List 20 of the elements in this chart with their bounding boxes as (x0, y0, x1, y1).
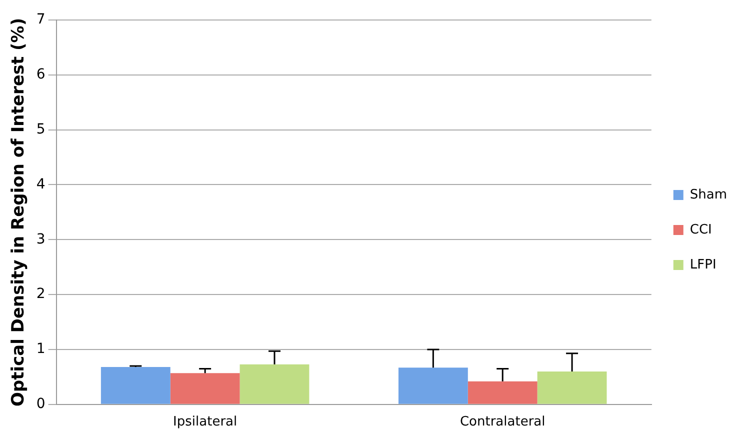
y-tick-label: 1 (36, 341, 46, 358)
y-tick-label: 0 (36, 396, 46, 412)
y-tick-label: 5 (36, 121, 46, 138)
bar (100, 367, 170, 404)
y-tick-label: 3 (36, 231, 46, 248)
x-tick-label: Contralateral (460, 414, 546, 430)
bar (468, 381, 538, 404)
bar (537, 371, 607, 404)
y-tick-label: 2 (36, 286, 46, 302)
y-tick-label: 7 (36, 12, 46, 28)
legend-label: CCI (690, 222, 712, 238)
bar (240, 364, 310, 404)
legend-label: Sham (690, 187, 728, 202)
bar (170, 373, 240, 404)
legend-label: LFPI (690, 257, 716, 272)
y-axis-title: Optical Density in Region of Interest (%) (8, 18, 29, 406)
x-tick-label: Ipsilateral (173, 414, 238, 430)
y-tick-label: 6 (36, 66, 46, 83)
bar (398, 368, 468, 404)
y-tick-label: 4 (36, 176, 46, 192)
